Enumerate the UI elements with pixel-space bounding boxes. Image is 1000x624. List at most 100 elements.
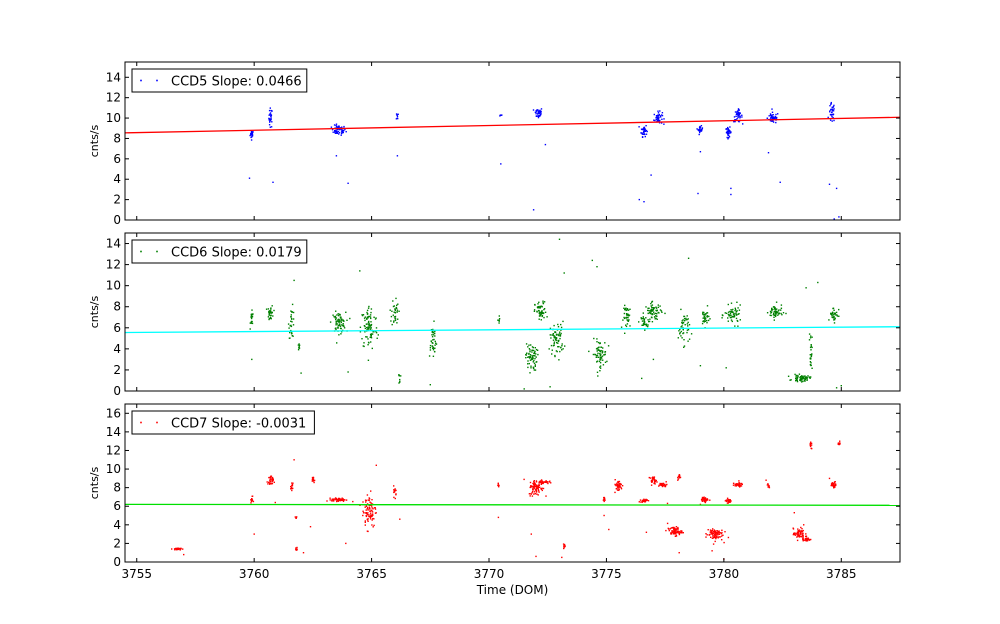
data-point [345, 499, 348, 501]
data-point [706, 305, 709, 307]
data-point [394, 491, 396, 493]
data-point [699, 503, 702, 506]
data-point [738, 485, 740, 487]
data-point [498, 319, 500, 321]
data-point [371, 513, 374, 515]
y-tick-label: 6 [113, 499, 121, 513]
data-point [534, 347, 536, 349]
data-point [370, 321, 372, 323]
data-point [617, 481, 620, 484]
data-point [594, 354, 596, 356]
data-point [537, 489, 540, 491]
data-point [661, 114, 664, 117]
data-point [833, 108, 835, 110]
data-point [810, 335, 812, 337]
data-point [538, 481, 541, 483]
data-point [534, 365, 536, 367]
data-point [368, 499, 370, 502]
data-point [551, 334, 553, 336]
data-point [432, 331, 435, 334]
data-point [429, 349, 432, 351]
data-point [533, 481, 535, 484]
data-point [774, 116, 777, 118]
data-point [432, 355, 435, 357]
data-point [727, 317, 729, 319]
data-point [670, 527, 672, 529]
data-point [291, 318, 293, 320]
data-point [703, 311, 705, 314]
data-point [618, 485, 620, 487]
data-point [339, 127, 341, 129]
data-point [367, 359, 370, 361]
data-point [733, 116, 736, 118]
data-point [655, 115, 658, 117]
data-point [252, 130, 254, 133]
data-point [329, 321, 332, 323]
data-point [399, 380, 401, 383]
data-point [642, 317, 644, 320]
data-point [534, 483, 536, 486]
data-point [598, 360, 601, 363]
data-point [596, 266, 598, 268]
data-point [771, 310, 773, 312]
data-point [706, 315, 709, 317]
data-point [600, 356, 603, 358]
data-point [337, 319, 339, 321]
data-point [530, 367, 532, 369]
data-point [529, 495, 531, 497]
data-point [250, 133, 253, 135]
data-point [718, 533, 721, 535]
data-point [794, 373, 796, 376]
data-point [268, 317, 271, 320]
data-point [292, 482, 294, 484]
data-point [536, 109, 538, 111]
data-point [564, 544, 566, 547]
data-point [390, 320, 392, 322]
x-tick-label: 3780 [709, 567, 740, 581]
data-point [343, 129, 345, 132]
data-point [335, 498, 337, 501]
data-point [734, 309, 736, 312]
data-point [365, 512, 368, 514]
data-point [710, 531, 713, 533]
data-point [292, 318, 295, 320]
data-point [365, 501, 367, 503]
data-point [657, 304, 659, 306]
data-point [736, 110, 738, 113]
data-point [795, 378, 798, 381]
data-point [807, 537, 809, 539]
data-point [558, 339, 560, 342]
data-point [599, 362, 602, 364]
data-point [679, 477, 681, 479]
data-point [727, 128, 729, 130]
data-point [731, 316, 733, 318]
data-point [332, 498, 334, 500]
data-point [250, 317, 253, 320]
data-point [270, 310, 272, 312]
data-point [531, 346, 534, 348]
data-point [645, 129, 648, 132]
data-point [627, 309, 630, 311]
data-point [739, 483, 741, 485]
data-point [525, 357, 527, 359]
data-point [349, 317, 351, 320]
data-point [711, 529, 713, 532]
data-point [805, 287, 807, 289]
data-point [678, 476, 680, 478]
data-point [342, 500, 345, 502]
data-point [682, 319, 684, 321]
data-point [649, 477, 652, 479]
data-point [338, 497, 340, 500]
data-point [734, 307, 736, 309]
data-point [675, 530, 677, 532]
data-point [556, 333, 558, 335]
data-point [497, 482, 499, 484]
data-point [735, 113, 738, 116]
data-point [775, 314, 777, 317]
data-point [537, 488, 539, 490]
data-point [718, 536, 720, 538]
data-point [679, 476, 682, 479]
data-point [809, 357, 811, 360]
data-point [596, 350, 598, 352]
